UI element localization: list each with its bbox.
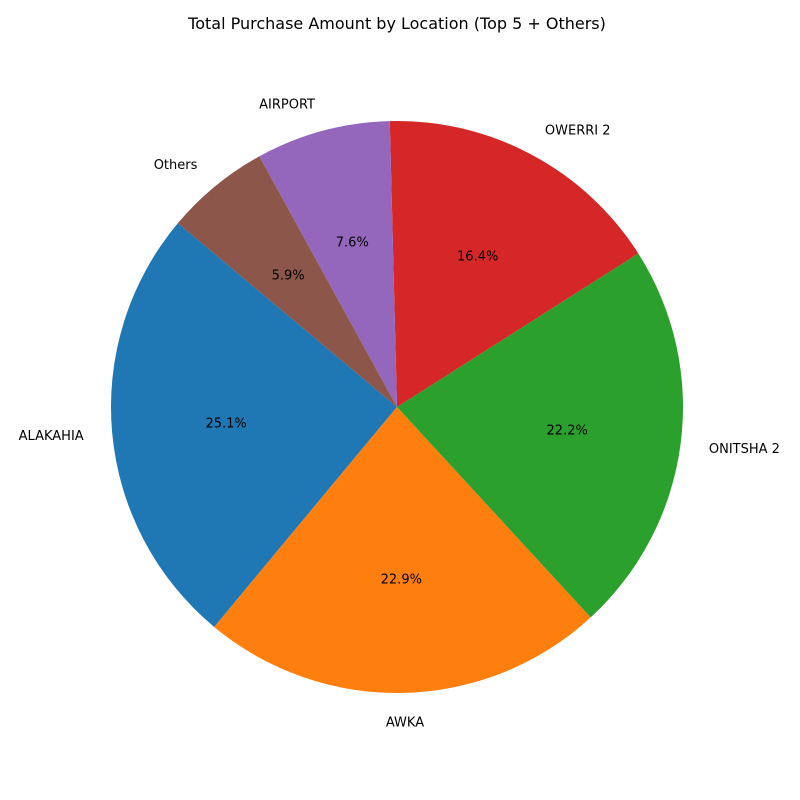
slice-label-owerri-2: OWERRI 2 (545, 123, 611, 138)
pct-label-alakahia: 25.1% (205, 416, 246, 431)
slice-label-awka: AWKA (386, 716, 424, 731)
pie-slice-airport (259, 121, 397, 407)
slice-label-airport: AIRPORT (259, 97, 315, 112)
slice-label-alakahia: ALAKAHIA (19, 429, 84, 444)
slice-label-onitsha-2: ONITSHA 2 (709, 442, 780, 457)
pie-labels: ALAKAHIA 25.1% AWKA 22.9% ONITSHA 2 22.2% OWER… (19, 97, 780, 730)
pie-slices (111, 120, 684, 693)
pct-label-onitsha-2: 22.2% (547, 423, 588, 438)
pie-slice-awka (214, 407, 591, 693)
slice-label-others: Others (154, 158, 198, 173)
pct-label-others: 5.9% (272, 268, 305, 283)
pie-slice-owerri-2 (389, 120, 639, 407)
pct-label-awka: 22.9% (381, 573, 422, 588)
pct-label-airport: 7.6% (336, 235, 369, 250)
pct-label-owerri-2: 16.4% (457, 250, 498, 265)
pie-slice-alakahia (111, 223, 397, 627)
chart-title: Total Purchase Amount by Location (Top 5… (187, 14, 606, 33)
pie-slice-onitsha-2 (397, 253, 684, 618)
pie-slice-others (177, 156, 397, 407)
